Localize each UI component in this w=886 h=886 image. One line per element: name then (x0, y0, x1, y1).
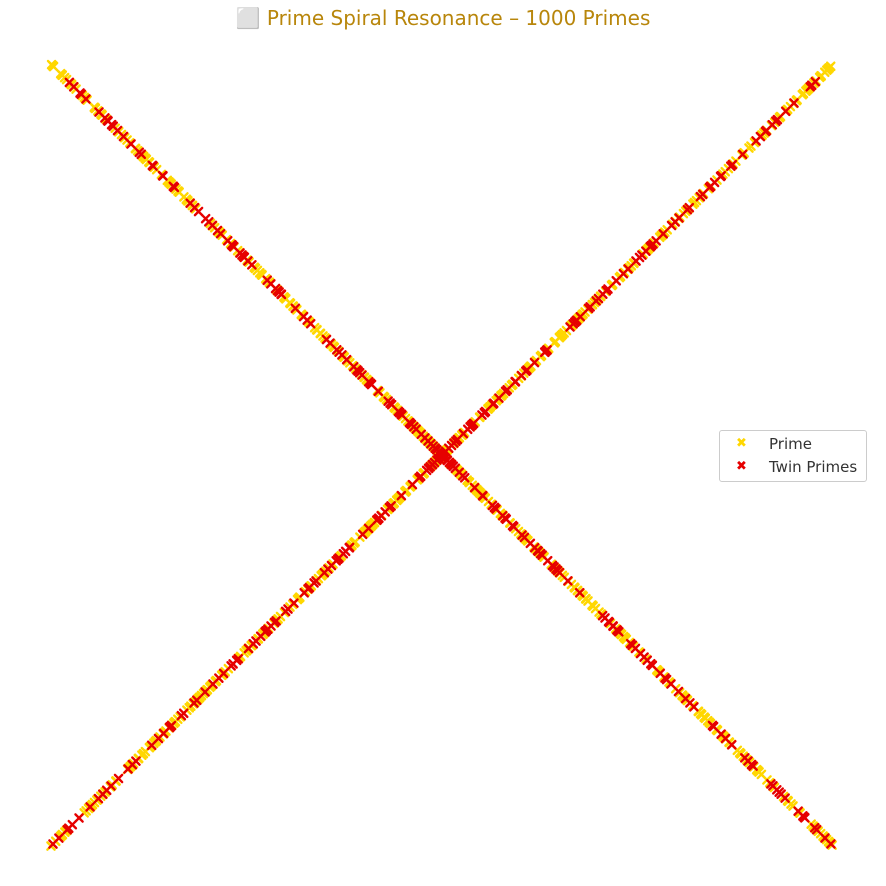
twin-prime-point (147, 160, 158, 171)
legend-item-prime: ✖ Prime (720, 433, 866, 455)
twin-prime-point (502, 384, 513, 395)
twin-prime-point (459, 472, 470, 483)
twin-prime-point (243, 643, 254, 654)
twin-prime-point (208, 679, 218, 689)
twin-prime-point (396, 490, 407, 501)
twin-prime-point (603, 284, 613, 294)
twin-prime-point (299, 588, 309, 598)
twin-prime-point (226, 661, 236, 671)
twin-prime-point (811, 824, 822, 835)
twin-prime-point (200, 687, 210, 697)
twin-prime-point (93, 793, 104, 804)
twin-prime-point (168, 181, 179, 192)
twin-prime-point (575, 311, 586, 322)
twin-prime-point (674, 213, 684, 223)
twin-prime-point (529, 357, 540, 368)
twin-prime-point (357, 529, 368, 540)
twin-prime-point (508, 521, 519, 532)
twin-prime-point (480, 406, 491, 417)
twin-prime-point (157, 170, 168, 181)
twin-prime-point (62, 825, 72, 835)
twin-prime-point (176, 710, 187, 721)
twin-prime-point (468, 418, 479, 429)
legend-label-prime: Prime (769, 435, 812, 453)
twin-prime-point (383, 396, 393, 406)
twin-prime-point (522, 365, 532, 375)
twin-prime-point (554, 567, 565, 578)
twin-prime-point (407, 479, 418, 490)
twin-prime-point (726, 739, 737, 750)
twin-prime-point (727, 159, 738, 170)
twin-prime-point (611, 275, 622, 286)
twin-prime-point (134, 147, 145, 158)
twin-prime-point (262, 275, 273, 286)
twin-prime-point (826, 839, 836, 849)
twin-prime-point (780, 106, 791, 117)
twin-prime-point (146, 740, 157, 751)
twin-prime-point (737, 149, 748, 160)
prime-marker-icon: ✖ (736, 436, 747, 451)
twin-prime-point (780, 793, 790, 803)
twin-prime-point (348, 361, 359, 372)
twin-prime-point (222, 235, 233, 246)
twin-prime-point (542, 345, 552, 355)
twin-prime-point (623, 264, 633, 274)
legend-item-twin-primes: ✖ Twin Primes (720, 456, 866, 478)
twin-prime-point (651, 236, 661, 246)
twin-prime-point (280, 606, 291, 617)
twin-prime-point (123, 764, 133, 774)
twin-prime-point (469, 482, 480, 493)
twin-prime-point (290, 303, 301, 314)
twin-prime-point (372, 515, 382, 525)
twin-prime-point (94, 107, 104, 117)
twin-prime-point (748, 761, 758, 771)
twin-prime-point (126, 139, 136, 149)
twin-prime-point (321, 334, 332, 345)
twin-prime-point (614, 627, 624, 637)
chart-title: ⬜ Prime Spiral Resonance – 1000 Primes (235, 6, 651, 30)
twin-prime-point (478, 491, 488, 501)
twin-prime-point (716, 170, 727, 181)
twin-prime-point (563, 576, 573, 586)
twin-prime-point (673, 686, 684, 697)
twin-prime-point (64, 77, 75, 88)
twin-prime-point (319, 567, 330, 578)
twin-prime-point (48, 839, 58, 849)
prime-point (55, 68, 66, 79)
twin-prime-point (647, 660, 658, 671)
twin-prime-point (789, 98, 799, 108)
twin-prime-point (200, 213, 211, 224)
twin-prime-point (666, 679, 676, 689)
twin-prime-point (85, 802, 95, 812)
twin-primes-series (48, 76, 836, 849)
prime-point (46, 59, 57, 70)
twin-prime-point (189, 698, 199, 708)
twin-prime-point (708, 721, 719, 732)
twin-prime-point (404, 417, 415, 428)
twin-prime-point (772, 114, 783, 125)
twin-prime-point (574, 587, 585, 598)
twin-prime-point (810, 76, 821, 87)
legend: ✖ Prime ✖ Twin Primes (719, 430, 867, 482)
twin-prime-point (689, 702, 699, 712)
twin-prime-marker-icon: ✖ (736, 459, 747, 474)
twin-prime-point (298, 311, 309, 322)
twin-prime-point (684, 202, 695, 213)
legend-label-twin-primes: Twin Primes (769, 458, 858, 476)
twin-prime-point (113, 773, 124, 784)
prime-point (825, 61, 836, 72)
twin-prime-point (800, 813, 810, 823)
twin-prime-point (658, 228, 669, 239)
twin-prime-point (185, 198, 196, 209)
